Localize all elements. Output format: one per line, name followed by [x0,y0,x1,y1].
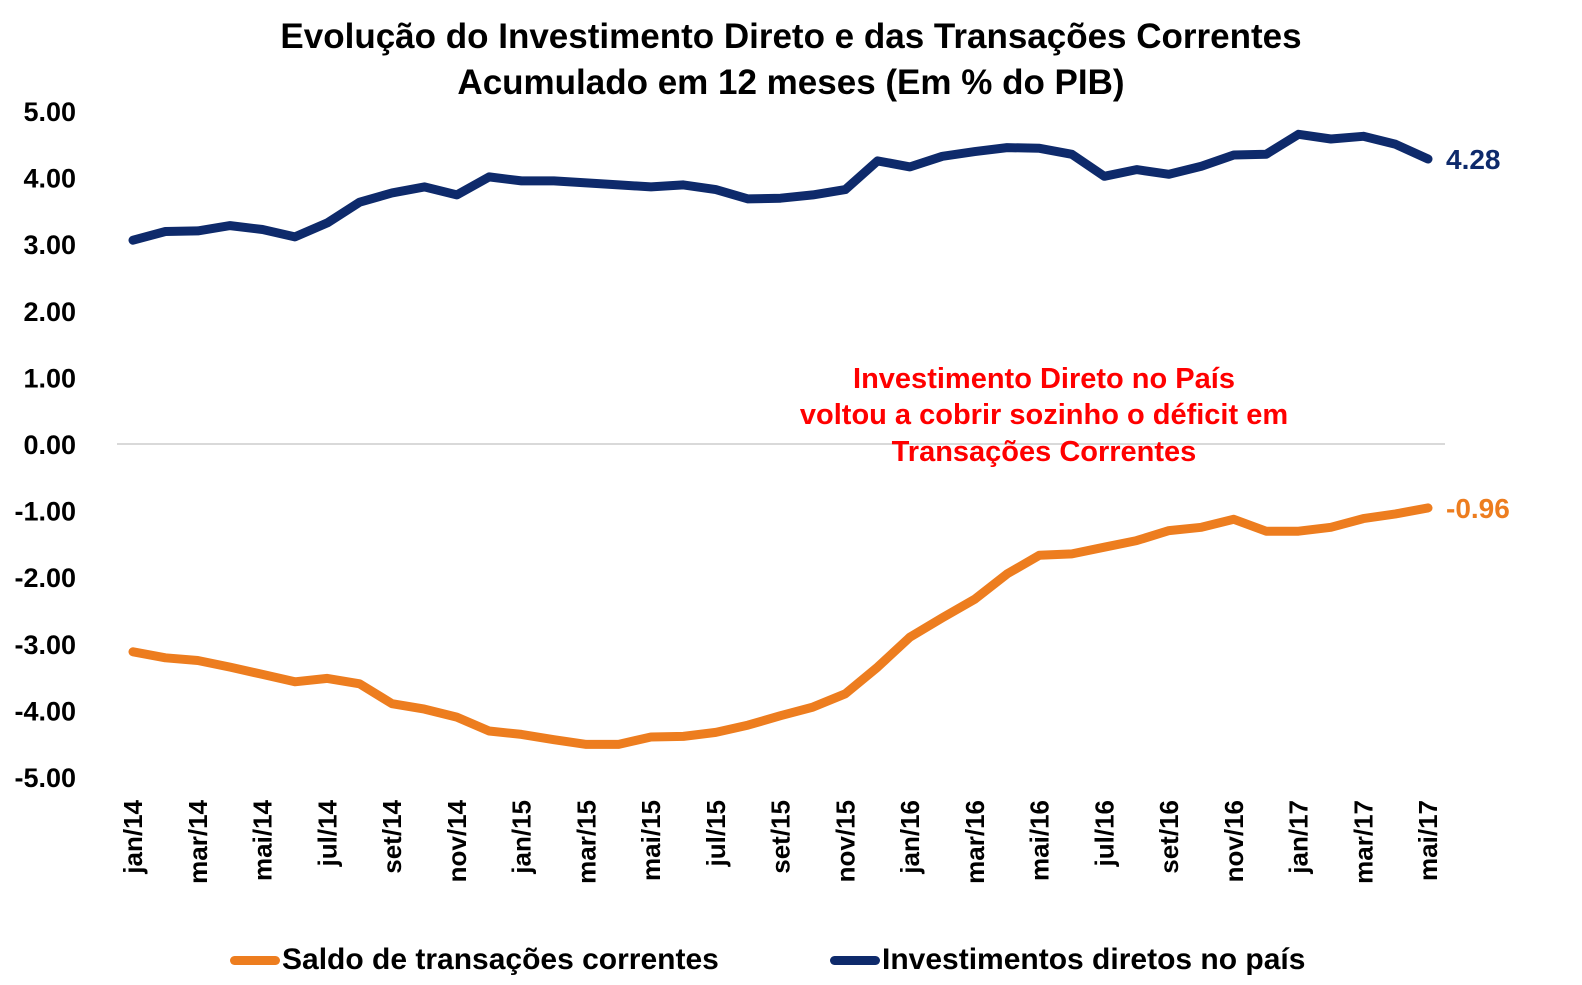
y-tick-label: -1.00 [14,497,76,527]
x-tick-label: set/16 [1154,800,1184,874]
annotation-line: Transações Correntes [892,436,1197,468]
series-line-investimentos [128,129,1433,245]
chart-subtitle: Acumulado em 12 meses (Em % do PIB) [457,63,1125,102]
x-tick-label: mar/17 [1348,800,1378,884]
x-tick-label: set/15 [766,800,796,874]
series-lines [128,129,1433,749]
annotation-text: Investimento Direto no País voltou a cobr… [800,363,1288,468]
x-tick-label: mai/16 [1025,800,1055,881]
end-label-investimentos: 4.28 [1446,144,1501,175]
series-end-labels: -0.96 4.28 [1446,144,1510,524]
x-tick-label: nov/14 [442,799,472,882]
legend: Saldo de transações correntes Investimen… [0,938,1582,982]
x-tick-label: nov/15 [830,800,860,882]
x-tick-label: jan/17 [1284,800,1314,875]
x-tick-label: mai/14 [248,799,278,880]
x-tick-label: set/14 [377,799,407,873]
x-tick-label: mar/16 [960,800,990,884]
end-label-saldo: -0.96 [1446,493,1510,524]
x-tick-label: mai/15 [636,800,666,881]
series-line-saldo [128,503,1433,749]
y-tick-label: 3.00 [23,230,76,260]
annotation-line: Investimento Direto no País [853,363,1235,395]
y-tick-label: 5.00 [23,97,76,127]
y-tick-label: 2.00 [23,297,76,327]
x-tick-label: mar/15 [571,800,601,884]
x-tick-label: mar/14 [183,799,213,883]
y-axis-tick-labels: 5.00 4.00 3.00 2.00 1.00 0.00 -1.00 -2.00 -3.00 -… [14,97,76,793]
x-axis-tick-labels: jan/14 mar/14 mai/14 jul/14 set/14 nov/14 jan/… [118,799,1443,883]
chart-title-line1: Evolução do Investimento Direto e das Tr… [280,17,1302,56]
x-tick-label: jul/16 [1089,800,1119,867]
legend-swatch-saldo [230,955,280,965]
annotation-line: voltou a cobrir sozinho o déficit em [800,399,1288,431]
x-tick-label: jul/14 [312,799,342,867]
legend-label-saldo: Saldo de transações correntes [282,943,719,976]
legend-item-investimentos: Investimentos diretos no país [830,938,1305,982]
y-tick-label: 1.00 [23,363,76,393]
chart-title: Evolução do Investimento Direto e das Tr… [0,14,1582,106]
x-tick-label: jan/15 [507,800,537,875]
line-chart: 5.00 4.00 3.00 2.00 1.00 0.00 -1.00 -2.00 -3.00 -… [14,97,1510,884]
legend-label-investimentos: Investimentos diretos no país [882,943,1306,976]
y-tick-label: 4.00 [23,164,76,194]
y-tick-label: -3.00 [14,630,76,660]
legend-swatch-investimentos [830,955,880,965]
y-tick-label: 0.00 [23,430,76,460]
x-tick-label: jan/14 [118,799,148,874]
y-tick-label: -2.00 [14,563,76,593]
x-tick-label: jan/16 [895,800,925,875]
x-tick-label: nov/16 [1219,800,1249,882]
y-tick-label: -4.00 [14,696,76,726]
y-tick-label: -5.00 [14,763,76,793]
x-tick-label: mai/17 [1413,800,1443,881]
legend-item-saldo: Saldo de transações correntes [230,938,719,982]
x-tick-label: jul/15 [701,800,731,867]
